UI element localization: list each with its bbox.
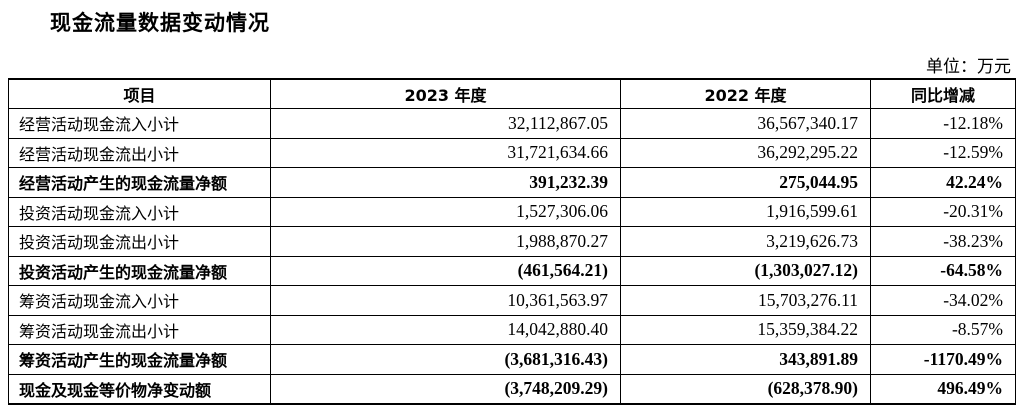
row-value-2022: 3,219,626.73: [620, 226, 871, 257]
row-change: -64.58%: [870, 255, 1016, 286]
table-row: 经营活动现金流入小计 32,112,867.05 36,567,340.17 -…: [8, 108, 1016, 139]
row-item: 投资活动现金流入小计: [8, 196, 271, 227]
row-change: -34.02%: [870, 285, 1016, 316]
header-2022: 2022 年度: [620, 78, 871, 109]
row-item: 筹资活动产生的现金流量净额: [8, 344, 271, 375]
row-value-2023: 10,361,563.97: [270, 285, 621, 316]
row-item: 投资活动产生的现金流量净额: [8, 255, 271, 286]
row-value-2022: (1,303,027.12): [620, 255, 871, 286]
row-change: -12.18%: [870, 108, 1016, 139]
row-value-2022: 36,567,340.17: [620, 108, 871, 139]
header-change: 同比增减: [870, 78, 1016, 109]
row-change: -1170.49%: [870, 344, 1016, 375]
row-item: 筹资活动现金流入小计: [8, 285, 271, 316]
row-value-2023: 1,527,306.06: [270, 196, 621, 227]
cash-flow-table: 项目 2023 年度 2022 年度 同比增减 经营活动现金流入小计 32,11…: [8, 78, 1016, 405]
table-row-total: 现金及现金等价物净变动额 (3,748,209.29) (628,378.90)…: [8, 373, 1016, 405]
row-change: -20.31%: [870, 196, 1016, 227]
row-value-2022: 1,916,599.61: [620, 196, 871, 227]
row-value-2022: 15,359,384.22: [620, 314, 871, 345]
row-value-2022: 343,891.89: [620, 344, 871, 375]
row-item: 现金及现金等价物净变动额: [8, 373, 271, 405]
row-value-2022: (628,378.90): [620, 373, 871, 405]
row-value-2023: (461,564.21): [270, 255, 621, 286]
table-row-subtotal: 筹资活动产生的现金流量净额 (3,681,316.43) 343,891.89 …: [8, 344, 1016, 375]
row-value-2023: 14,042,880.40: [270, 314, 621, 345]
row-value-2022: 15,703,276.11: [620, 285, 871, 316]
header-2023: 2023 年度: [270, 78, 621, 109]
row-value-2022: 36,292,295.22: [620, 137, 871, 168]
row-item: 筹资活动现金流出小计: [8, 314, 271, 345]
row-change: -8.57%: [870, 314, 1016, 345]
row-value-2023: (3,748,209.29): [270, 373, 621, 405]
row-item: 投资活动现金流出小计: [8, 226, 271, 257]
page-title: 现金流量数据变动情况: [50, 11, 270, 35]
table-row: 筹资活动现金流出小计 14,042,880.40 15,359,384.22 -…: [8, 314, 1016, 345]
row-item: 经营活动现金流入小计: [8, 108, 271, 139]
table-row: 筹资活动现金流入小计 10,361,563.97 15,703,276.11 -…: [8, 285, 1016, 316]
table-row-subtotal: 经营活动产生的现金流量净额 391,232.39 275,044.95 42.2…: [8, 167, 1016, 198]
row-value-2022: 275,044.95: [620, 167, 871, 198]
row-change: -38.23%: [870, 226, 1016, 257]
row-item: 经营活动现金流出小计: [8, 137, 271, 168]
row-change: 42.24%: [870, 167, 1016, 198]
table-row: 经营活动现金流出小计 31,721,634.66 36,292,295.22 -…: [8, 137, 1016, 168]
table-row-subtotal: 投资活动产生的现金流量净额 (461,564.21) (1,303,027.12…: [8, 255, 1016, 286]
row-value-2023: (3,681,316.43): [270, 344, 621, 375]
unit-label: 单位：万元: [926, 57, 1011, 77]
row-value-2023: 31,721,634.66: [270, 137, 621, 168]
row-value-2023: 1,988,870.27: [270, 226, 621, 257]
row-change: -12.59%: [870, 137, 1016, 168]
row-item: 经营活动产生的现金流量净额: [8, 167, 271, 198]
row-change: 496.49%: [870, 373, 1016, 405]
header-row: 项目 2023 年度 2022 年度 同比增减: [8, 78, 1016, 109]
row-value-2023: 391,232.39: [270, 167, 621, 198]
table-row: 投资活动现金流出小计 1,988,870.27 3,219,626.73 -38…: [8, 226, 1016, 257]
header-item: 项目: [8, 78, 271, 109]
table-row: 投资活动现金流入小计 1,527,306.06 1,916,599.61 -20…: [8, 196, 1016, 227]
row-value-2023: 32,112,867.05: [270, 108, 621, 139]
